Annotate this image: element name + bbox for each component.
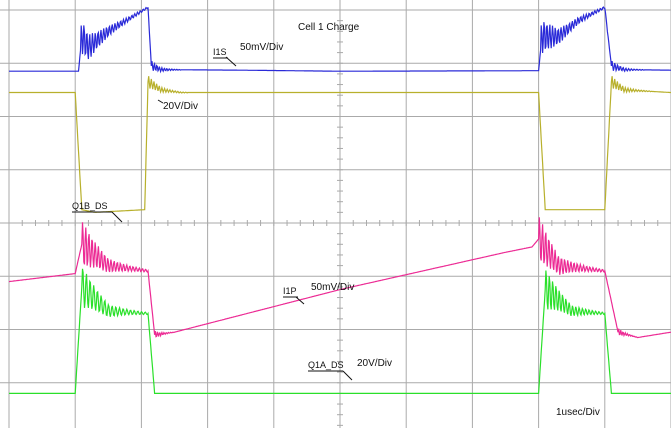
q1b-ds-label: Q1B_DS	[72, 201, 108, 211]
waveform-traces	[8, 6, 671, 394]
upper-volt-scale-label: 20V/Div	[163, 101, 198, 112]
trace-i1p	[8, 217, 671, 339]
trace-i1s	[9, 6, 671, 74]
i1s-marker-tail	[225, 56, 237, 67]
i1p-scale-label: 50mV/Div	[311, 282, 354, 293]
lower-volt-scale-label: 20V/Div	[357, 358, 392, 369]
chart-title: Cell 1 Charge	[298, 22, 360, 33]
i1p-label: I1P	[283, 286, 297, 296]
q1b-marker-tail	[111, 211, 123, 223]
trace-q1b-ds	[9, 76, 671, 213]
i1s-label: I1S	[213, 47, 227, 57]
i1p-marker-tail	[295, 296, 305, 305]
trace-q1a-ds	[9, 268, 671, 394]
time-scale-label: 1usec/Div	[556, 407, 600, 418]
q1b-scale-marker	[157, 99, 164, 104]
i1s-scale-label: 50mV/Div	[240, 42, 283, 53]
q1a-marker-tail	[342, 370, 353, 381]
q1a-ds-label: Q1A_DS	[308, 360, 344, 370]
